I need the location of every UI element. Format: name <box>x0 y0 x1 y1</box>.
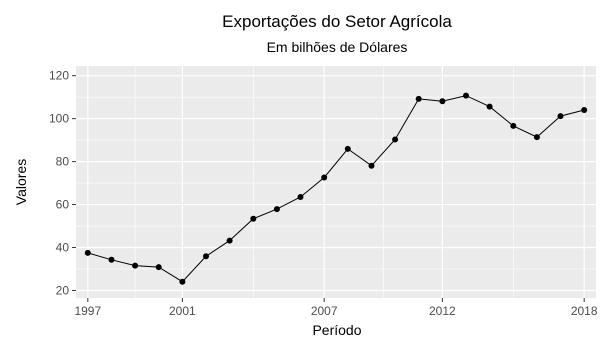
data-point <box>226 237 233 244</box>
y-tick-label: 120 <box>49 69 69 83</box>
data-point <box>108 256 115 263</box>
data-point <box>132 262 139 269</box>
data-point <box>510 122 517 129</box>
data-point <box>297 194 304 200</box>
y-axis-ticks: 20 40 60 80 100 120 <box>49 69 76 297</box>
x-tick-label: 2001 <box>169 304 196 318</box>
x-tick-label: 1997 <box>74 304 101 318</box>
x-axis-ticks: 1997 2001 2007 2012 2018 <box>74 298 598 318</box>
x-tick-label: 2007 <box>311 304 338 318</box>
data-point <box>557 113 564 120</box>
data-point <box>463 92 469 99</box>
chart-title: Exportações do Setor Agrícola <box>222 12 452 31</box>
plot-panel <box>76 66 596 298</box>
data-point <box>179 278 186 285</box>
data-point <box>533 134 540 141</box>
data-point <box>486 103 493 110</box>
data-point <box>581 107 588 113</box>
series-line <box>87 95 585 283</box>
y-tick-label: 40 <box>56 241 70 255</box>
data-point <box>392 136 399 143</box>
minor-gridlines <box>76 66 596 298</box>
data-points <box>84 92 588 285</box>
x-axis-title: Período <box>312 322 361 338</box>
data-point <box>250 215 257 222</box>
major-gridlines <box>76 66 596 298</box>
data-point <box>155 264 162 271</box>
data-point <box>84 249 91 256</box>
y-tick-label: 60 <box>56 198 70 212</box>
y-tick-label: 20 <box>56 283 70 297</box>
data-point <box>203 253 209 260</box>
data-point <box>439 98 446 105</box>
y-tick-label: 80 <box>56 155 70 169</box>
data-point <box>415 95 422 102</box>
data-point <box>273 206 280 213</box>
x-tick-label: 2012 <box>429 304 456 318</box>
data-point <box>321 174 328 181</box>
data-point <box>368 162 375 169</box>
x-tick-label: 2018 <box>571 304 598 318</box>
data-point <box>344 145 351 152</box>
y-tick-label: 100 <box>49 112 69 126</box>
y-axis-title: Valores <box>13 159 29 205</box>
chart-subtitle: Em bilhões de Dólares <box>267 39 408 55</box>
